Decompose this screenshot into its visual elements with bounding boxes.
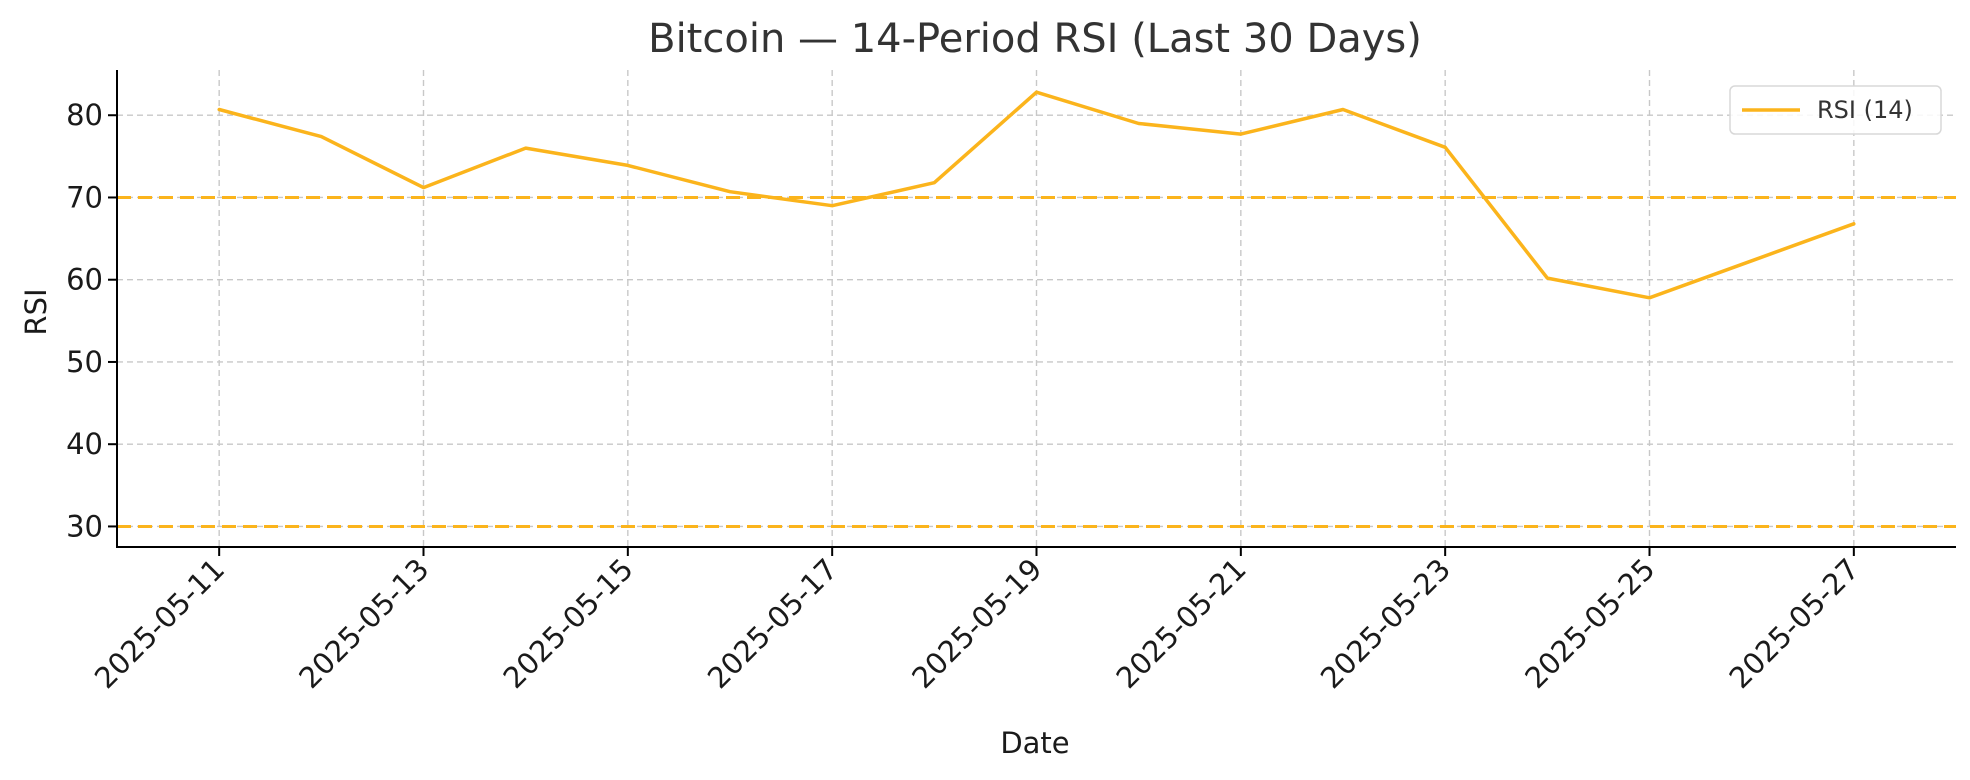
x-tick-label: 2025-05-17 [701, 552, 844, 695]
data-point [830, 204, 834, 208]
data-point [1137, 121, 1141, 125]
y-tick-label: 50 [66, 345, 103, 379]
y-tick-label: 60 [66, 263, 103, 297]
y-tick-label: 30 [66, 509, 103, 543]
y-axis-label: RSI [19, 288, 53, 335]
legend: RSI (14) [1729, 85, 1942, 135]
data-point [1239, 132, 1243, 136]
y-tick-label: 80 [66, 98, 103, 132]
x-axis-label: Date [1000, 726, 1069, 760]
grid [117, 70, 1956, 547]
x-tick-label: 2025-05-23 [1314, 552, 1457, 695]
data-point [524, 146, 528, 150]
data-point [319, 135, 323, 139]
x-tick-label: 2025-05-15 [497, 552, 640, 695]
y-tick-label: 70 [66, 180, 103, 214]
legend-label: RSI (14) [1817, 96, 1913, 124]
legend-box [1729, 85, 1942, 135]
x-tick-label: 2025-05-11 [88, 552, 231, 695]
chart-title: Bitcoin — 14-Period RSI (Last 30 Days) [648, 16, 1422, 62]
data-point [1545, 276, 1549, 280]
y-tick-label: 40 [66, 427, 103, 461]
data-point [1852, 222, 1856, 226]
ticks: 2025-05-11 2025-05-13 2025-05-15 2025-05-17… [66, 98, 1866, 695]
data-point [932, 181, 936, 185]
data-point [217, 107, 221, 111]
x-tick-label: 2025-05-27 [1723, 552, 1866, 695]
data-point [728, 190, 732, 194]
reference-lines [117, 195, 1956, 528]
data-point [1341, 107, 1345, 111]
x-tick-label: 2025-05-13 [292, 552, 435, 695]
data-point [1750, 259, 1754, 263]
x-tick-label: 2025-05-25 [1518, 552, 1661, 695]
data-point [626, 163, 630, 167]
series-layer [217, 90, 1856, 300]
x-tick-label: 2025-05-19 [905, 552, 1048, 695]
data-point [1443, 145, 1447, 149]
data-point [1648, 296, 1652, 300]
series-line-rsi [217, 90, 1856, 300]
data-point [422, 186, 426, 190]
data-point [1035, 90, 1039, 94]
x-tick-label: 2025-05-21 [1110, 552, 1253, 695]
